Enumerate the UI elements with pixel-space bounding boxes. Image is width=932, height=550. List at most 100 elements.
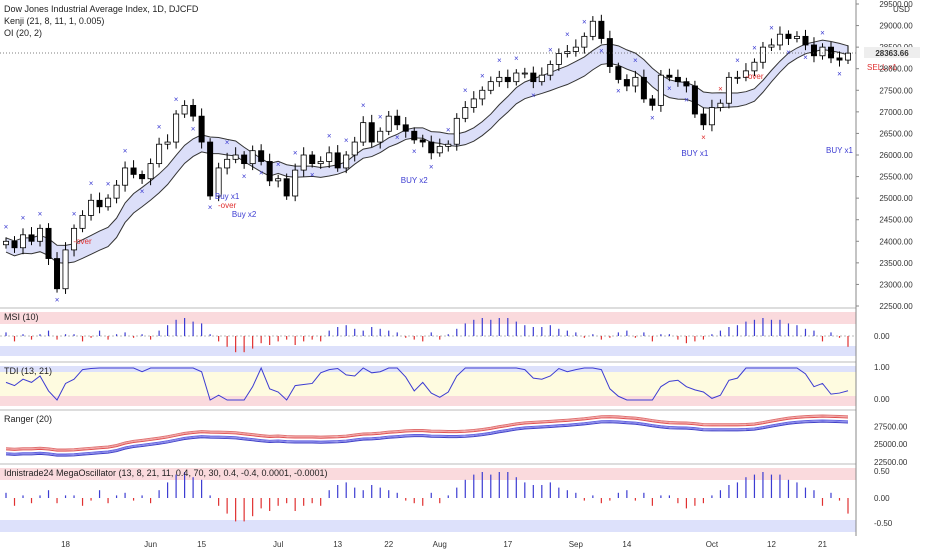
candle-body <box>309 154 316 165</box>
oi-label: OI (20, 2) <box>4 28 42 38</box>
osc-lower-zone <box>0 520 856 532</box>
candle-body <box>776 33 783 46</box>
candle-body <box>632 76 639 87</box>
date-tick-label: 15 <box>197 540 206 549</box>
signal-marker: × <box>514 54 519 63</box>
candle-body <box>266 161 273 182</box>
signal-marker: × <box>293 149 298 158</box>
signal-marker: × <box>21 213 26 222</box>
msi-tick: 0.00 <box>874 332 890 341</box>
candle-body <box>164 141 171 145</box>
candle-body <box>173 113 180 143</box>
ranger-tick: 22500.00 <box>874 458 908 467</box>
candle-body <box>360 122 367 143</box>
date-tick-label: 18 <box>61 540 70 549</box>
msi-lower-zone <box>0 346 856 356</box>
candle-body <box>623 79 630 87</box>
signal-marker: × <box>446 125 451 134</box>
candle-body <box>708 107 715 126</box>
candle-body <box>734 76 741 79</box>
signal-marker: × <box>123 146 128 155</box>
candle-body <box>538 74 545 83</box>
signal-marker: × <box>548 46 553 55</box>
candle-body <box>215 167 222 197</box>
signal-marker: × <box>395 133 400 142</box>
price-tick-label: 25000.00 <box>879 194 913 203</box>
candle-body <box>827 46 834 59</box>
signal-marker: × <box>531 91 536 100</box>
signal-marker: × <box>412 147 417 156</box>
candle-body <box>572 46 579 52</box>
candle-body <box>589 20 596 37</box>
candle-body <box>96 199 103 208</box>
candle-body <box>37 227 44 242</box>
tdi-mid-zone <box>0 372 856 396</box>
candle-body <box>555 53 562 65</box>
candle-body <box>479 89 486 100</box>
signal-marker: × <box>735 56 740 65</box>
candle-body <box>487 81 494 91</box>
candle-body <box>666 74 673 78</box>
msi-title: MSI (10) <box>4 312 39 322</box>
ranger-tick: 27500.00 <box>874 422 908 431</box>
signal-marker: × <box>242 172 247 181</box>
candle-body <box>198 115 205 143</box>
candle-body <box>581 35 588 48</box>
candle-body <box>258 150 265 162</box>
candle-body <box>606 38 613 67</box>
candle-body <box>283 178 290 197</box>
candle-body <box>649 98 656 106</box>
candle-body <box>462 107 469 119</box>
candle-body <box>470 98 477 108</box>
candle-body <box>71 227 78 251</box>
candle-body <box>640 76 647 100</box>
candle-body <box>513 72 520 83</box>
date-tick-label: Aug <box>433 540 447 549</box>
price-tick-label: 26500.00 <box>879 129 913 138</box>
main-price-panel: × × × × × × × × × × × × × × × × × × × × × × × × × × × × × × × × × × × × × × × ×… <box>0 14 898 305</box>
candle-body <box>436 145 443 154</box>
candle-body <box>54 258 61 290</box>
ranger-line <box>5 421 849 457</box>
msi-upper-zone <box>0 312 856 324</box>
osc-tick: -0.50 <box>874 519 893 528</box>
price-tick-label: 26000.00 <box>879 151 913 160</box>
price-tick-label: 29000.00 <box>879 22 913 31</box>
signal-marker: × <box>599 47 604 56</box>
signal-marker: × <box>378 112 383 121</box>
candle-body <box>156 143 163 165</box>
signal-marker: × <box>38 209 43 218</box>
signal-marker: × <box>769 24 774 33</box>
date-tick-label: Jun <box>144 540 157 549</box>
ranger-line <box>5 415 849 451</box>
candle-body <box>768 44 775 48</box>
osc-upper-zone <box>0 468 856 480</box>
kenji-upper-line <box>5 39 849 246</box>
price-tick-label: 28000.00 <box>879 65 913 74</box>
candle-body <box>751 61 758 72</box>
candle-body <box>691 85 698 115</box>
osc-tick: 0.00 <box>874 494 890 503</box>
ranger-line <box>5 416 849 452</box>
candle-body <box>496 76 503 83</box>
candle-body <box>139 174 146 180</box>
signal-marker: × <box>786 48 791 57</box>
candle-body <box>62 249 69 290</box>
signal-marker: × <box>684 95 689 104</box>
signal-marker: × <box>667 84 672 93</box>
signal-marker: × <box>140 187 145 196</box>
signal-marker: × <box>259 168 264 177</box>
date-tick-label: 14 <box>622 540 631 549</box>
signal-marker: × <box>191 124 196 133</box>
candle-body <box>445 143 452 147</box>
signal-label: BUY x1 <box>681 149 709 158</box>
signal-label: BUY x1 <box>826 146 854 155</box>
candle-body <box>530 72 537 83</box>
price-tick-label: 23000.00 <box>879 280 913 289</box>
candle-body <box>802 35 809 46</box>
signal-marker: × <box>497 56 502 65</box>
ranger-tick: 25000.00 <box>874 440 908 449</box>
signal-label: -over <box>73 237 92 246</box>
date-tick-label: 13 <box>333 540 342 549</box>
